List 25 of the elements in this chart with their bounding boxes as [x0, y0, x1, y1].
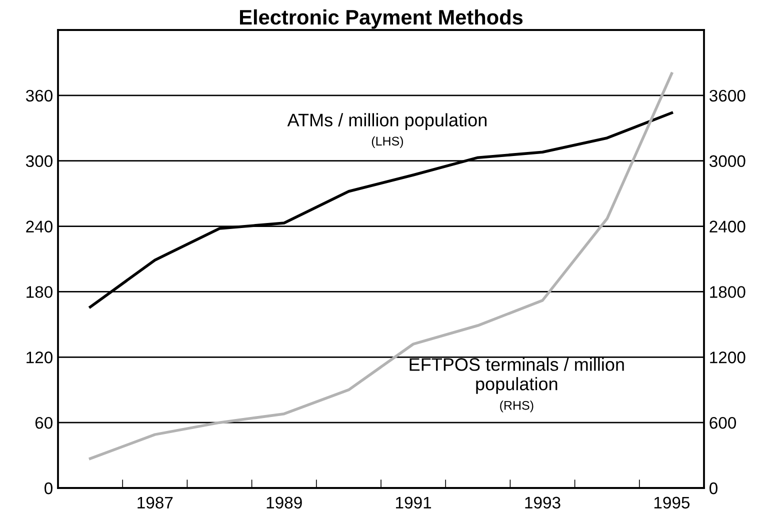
- annotation: ATMs / million population: [287, 113, 486, 130]
- annotation: (LHS): [372, 136, 404, 148]
- x-tick-label: 1991: [396, 496, 432, 509]
- y-tick-label: 60: [35, 416, 52, 429]
- annotation: (RHS): [500, 400, 534, 412]
- line-series: [88, 72, 674, 460]
- y-tick-label: 360: [26, 90, 52, 102]
- chart-title: Electronic Payment Methods: [240, 9, 523, 29]
- y-tick-label: 240: [26, 220, 52, 232]
- y2-tick-label: 3600: [709, 90, 746, 102]
- y-tick-label: 0: [44, 482, 52, 494]
- x-tick-label: 1993: [525, 496, 560, 509]
- annotation: EFTPOS terminals / million population: [410, 358, 624, 394]
- y2-tick-label: 3000: [709, 155, 746, 168]
- y2-tick-label: 2400: [710, 220, 746, 232]
- y2-tick-label: 600: [710, 416, 736, 429]
- x-tick-label: 1989: [266, 496, 302, 509]
- x-tick-label: 1995: [654, 496, 690, 509]
- y-tick-label: 300: [26, 155, 52, 168]
- y-tick-label: 180: [26, 286, 52, 298]
- y2-tick-label: 0: [710, 482, 718, 494]
- y2-tick-label: 1200: [710, 352, 746, 364]
- x-tick-label: 1987: [138, 496, 173, 509]
- y2-tick-label: 1800: [710, 286, 746, 298]
- y-tick-label: 120: [26, 352, 52, 364]
